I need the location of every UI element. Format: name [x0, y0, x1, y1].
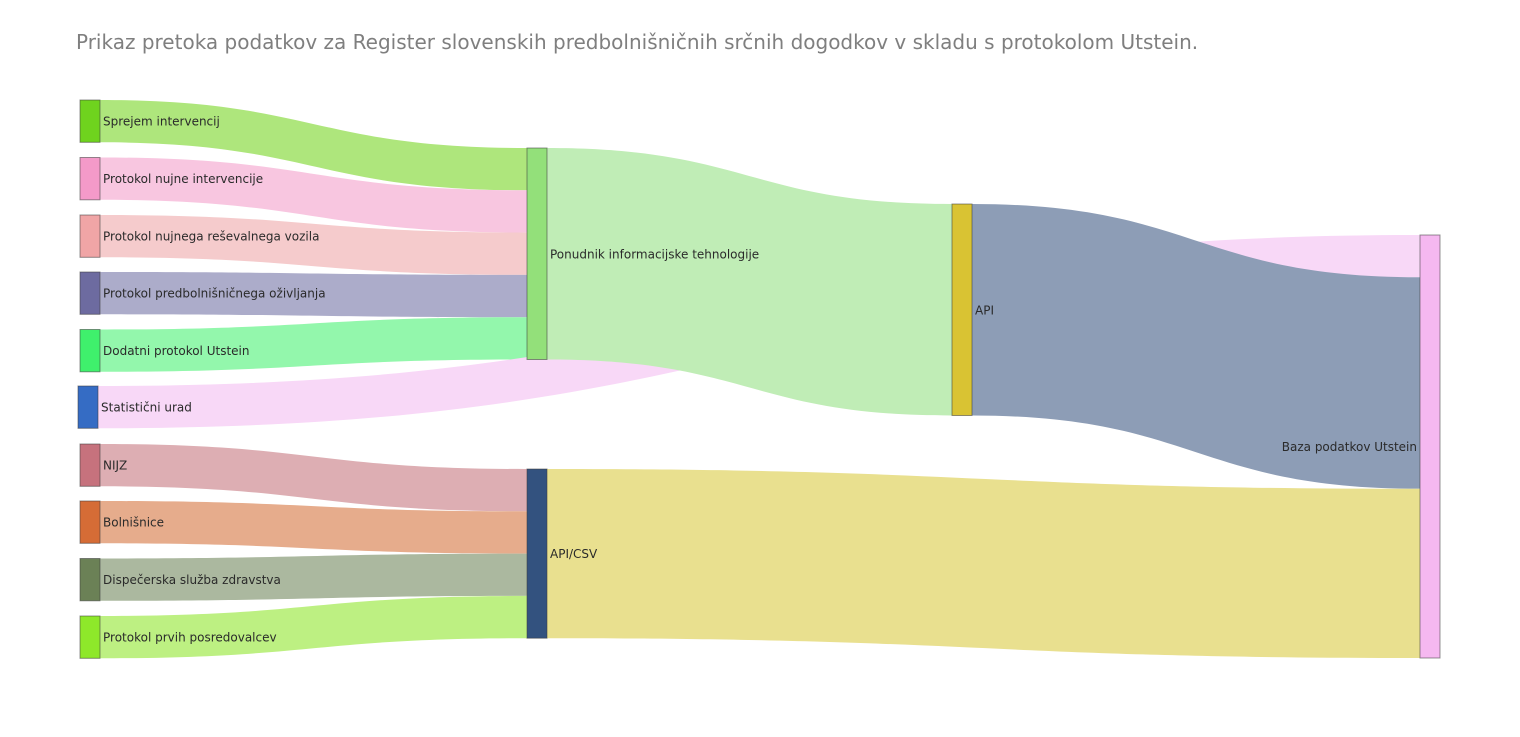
link-apicsv-to-baza[interactable]: [547, 469, 1420, 658]
node-api[interactable]: [951, 203, 973, 416]
link-dispecerska-to-apicsv[interactable]: [100, 553, 527, 601]
node-label-apicsv: API/CSV: [550, 547, 598, 561]
node-nujne[interactable]: [79, 157, 101, 201]
node-label-nujne: Protokol nujne intervencije: [103, 172, 263, 186]
link-vozila-to-ponudnik[interactable]: [100, 215, 527, 275]
link-posredovalci-to-apicsv[interactable]: [100, 595, 527, 659]
node-label-nijz: NIJZ: [103, 459, 127, 473]
node-dodatni[interactable]: [79, 329, 101, 373]
node-label-ozivljanja: Protokol predbolnišničnega oživljanja: [103, 287, 326, 301]
node-label-posredovalci: Protokol prvih posredovalcev: [103, 631, 277, 645]
node-label-api: API: [975, 303, 994, 317]
link-nujne-to-ponudnik[interactable]: [100, 157, 527, 233]
node-label-bolnisnice: Bolnišnice: [103, 516, 164, 530]
node-label-ponudnik: Ponudnik informacijske tehnologije: [550, 247, 759, 261]
link-ozivljanja-to-ponudnik[interactable]: [100, 272, 527, 318]
node-dispecerska[interactable]: [79, 558, 101, 602]
node-label-sprejem: Sprejem intervencij: [103, 115, 220, 129]
node-label-dispecerska: Dispečerska služba zdravstva: [103, 573, 281, 587]
node-ponudnik[interactable]: [526, 147, 548, 360]
node-nijz[interactable]: [79, 443, 101, 487]
link-dodatni-to-ponudnik[interactable]: [100, 317, 527, 372]
node-label-baza: Baza podatkov Utstein: [1282, 440, 1417, 454]
node-ozivljanja[interactable]: [79, 271, 101, 315]
node-bolnisnice[interactable]: [79, 500, 101, 544]
link-api-to-baza[interactable]: [972, 204, 1420, 489]
link-ponudnik-to-api[interactable]: [547, 148, 952, 416]
link-sprejem-to-ponudnik[interactable]: [100, 100, 527, 191]
node-posredovalci[interactable]: [79, 615, 101, 659]
node-statisticni[interactable]: [77, 385, 99, 429]
nodes-layer: [77, 99, 1441, 659]
links-layer: [98, 100, 1420, 659]
chart-title: Prikaz pretoka podatkov za Register slov…: [76, 30, 1199, 54]
node-baza[interactable]: [1419, 234, 1441, 659]
node-label-dodatni: Dodatni protokol Utstein: [103, 344, 249, 358]
link-bolnisnice-to-apicsv[interactable]: [100, 501, 527, 554]
node-sprejem[interactable]: [79, 99, 101, 143]
link-nijz-to-apicsv[interactable]: [100, 444, 527, 512]
node-vozila[interactable]: [79, 214, 101, 258]
node-label-vozila: Protokol nujnega reševalnega vozila: [103, 230, 319, 244]
labels-layer: Sprejem intervencij Protokol nujne interv…: [101, 115, 1417, 645]
node-label-statisticni: Statistični urad: [101, 401, 192, 415]
node-apicsv[interactable]: [526, 468, 548, 639]
